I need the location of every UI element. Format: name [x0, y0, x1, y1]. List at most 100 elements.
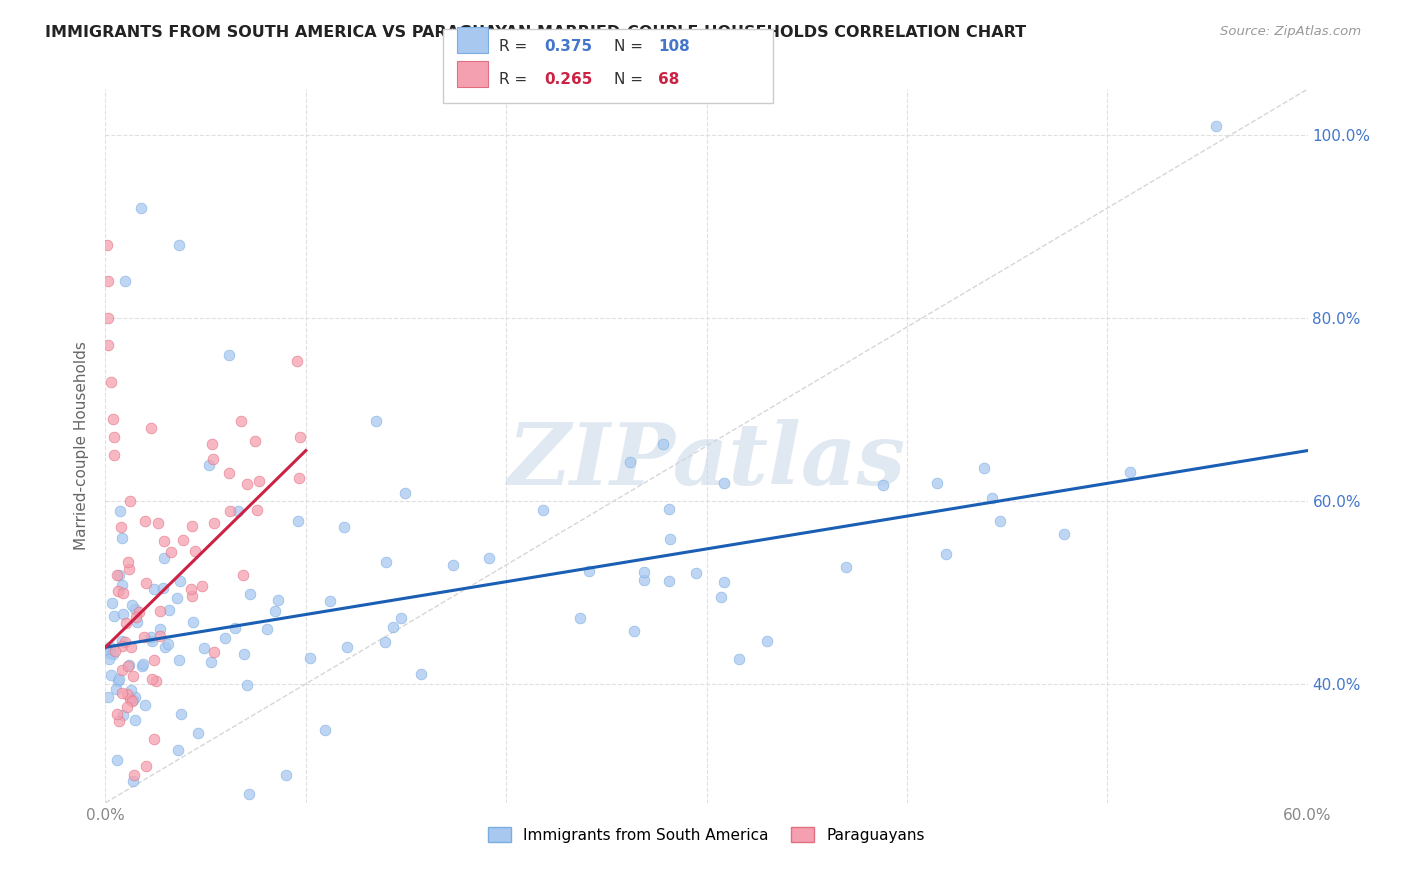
Point: [374, 634, 396, 648]
Text: IMMIGRANTS FROM SOUTH AMERICA VS PARAGUAYAN MARRIED-COUPLE HOUSEHOLDS CORRELATIO: IMMIGRANTS FROM SOUTH AMERICA VS PARAGUA…: [45, 25, 1026, 40]
Point: [1119, 466, 1142, 480]
Legend: Immigrants from South America, Paraguayans: Immigrants from South America, Paraguaya…: [482, 821, 931, 848]
Point: [97, 274, 120, 288]
Point: [141, 634, 163, 648]
Point: [229, 413, 252, 427]
Point: [980, 491, 1002, 505]
Point: [381, 620, 404, 634]
Text: 0.375: 0.375: [544, 39, 592, 54]
Point: [153, 534, 176, 549]
Point: [232, 647, 254, 661]
Point: [97, 690, 120, 705]
Point: [145, 674, 167, 689]
Text: N =: N =: [614, 39, 648, 54]
Point: [110, 520, 132, 534]
Point: [118, 658, 141, 673]
Point: [101, 647, 124, 661]
Text: 0.265: 0.265: [544, 72, 592, 87]
Point: [872, 477, 894, 491]
Point: [651, 436, 673, 450]
Point: [247, 474, 270, 488]
Point: [202, 516, 225, 531]
Point: [121, 694, 143, 708]
Point: [191, 579, 214, 593]
Point: [658, 532, 681, 546]
Point: [658, 501, 681, 516]
Point: [103, 430, 125, 444]
Point: [756, 633, 779, 648]
Point: [319, 594, 342, 608]
Point: [333, 520, 356, 534]
Point: [108, 714, 131, 729]
Text: 68: 68: [658, 72, 679, 87]
Point: [141, 421, 163, 435]
Point: [111, 578, 134, 592]
Point: [187, 725, 209, 739]
Point: [112, 607, 135, 621]
Point: [118, 562, 141, 576]
Point: [285, 354, 308, 368]
Point: [141, 672, 163, 686]
Point: [100, 596, 122, 610]
Point: [623, 624, 645, 638]
Point: [274, 768, 297, 782]
Point: [122, 669, 145, 683]
Point: [167, 743, 190, 757]
Point: [167, 237, 190, 252]
Point: [180, 582, 202, 596]
Point: [713, 575, 735, 590]
Point: [114, 635, 136, 649]
Point: [198, 458, 221, 472]
Point: [232, 568, 254, 582]
Point: [132, 657, 155, 672]
Point: [134, 698, 156, 712]
Point: [115, 699, 138, 714]
Point: [108, 568, 131, 582]
Point: [287, 514, 309, 528]
Point: [193, 641, 215, 656]
Point: [107, 674, 129, 689]
Point: [685, 566, 707, 580]
Point: [167, 653, 190, 667]
Point: [925, 476, 948, 491]
Point: [264, 603, 287, 617]
Point: [152, 582, 174, 596]
Point: [107, 583, 129, 598]
Point: [202, 452, 225, 467]
Point: [110, 531, 132, 545]
Point: [132, 631, 155, 645]
Point: [239, 587, 262, 601]
Point: [101, 411, 124, 425]
Point: [226, 504, 249, 518]
Point: [181, 615, 204, 629]
Point: [120, 493, 142, 508]
Point: [988, 514, 1011, 528]
Point: [104, 682, 127, 697]
Point: [110, 504, 132, 518]
Point: [181, 590, 204, 604]
Point: [409, 667, 432, 681]
Point: [111, 586, 134, 600]
Point: [143, 582, 166, 596]
Point: [218, 347, 240, 361]
Point: [149, 622, 172, 636]
Point: [98, 646, 121, 660]
Point: [287, 471, 309, 485]
Text: ZIPatlas: ZIPatlas: [508, 418, 905, 502]
Point: [935, 547, 957, 561]
Point: [336, 640, 359, 655]
Point: [105, 568, 128, 582]
Point: [710, 590, 733, 604]
Point: [96, 237, 118, 252]
Point: [394, 485, 416, 500]
Point: [124, 713, 146, 727]
Point: [478, 551, 501, 566]
Point: [218, 504, 240, 518]
Point: [143, 731, 166, 746]
Point: [124, 690, 146, 704]
Point: [153, 640, 176, 655]
Point: [633, 565, 655, 579]
Point: [121, 598, 143, 612]
Point: [531, 503, 554, 517]
Point: [181, 519, 204, 533]
